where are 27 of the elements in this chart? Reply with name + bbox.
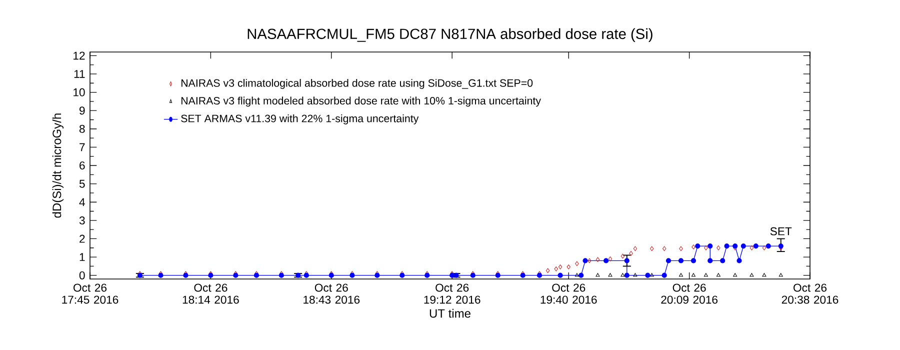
y-tick-label: 6	[80, 161, 85, 170]
x-tick-label: Oct 26 17:45 2016	[62, 284, 118, 304]
y-axis-title: dD(Si)/dt microGy/h	[52, 114, 64, 218]
legend-label: SET ARMAS v11.39 with 22% 1-sigma uncertainty	[181, 114, 419, 124]
y-tick-label: 9	[80, 106, 85, 115]
x-tick-label: Oct 26 18:14 2016	[182, 284, 239, 304]
y-tick-label: 4	[79, 198, 85, 206]
x-tick-label: Oct 26 19:12 2016	[424, 284, 480, 304]
legend-label: NAIRAS v3 climatological absorbed dose rate using SiDose_G1.txt SEP=0	[181, 78, 533, 89]
annotation: SET	[770, 227, 792, 236]
y-tick-label: 0	[79, 271, 85, 280]
x-tick-label: Oct 26 19:40 2016	[540, 284, 597, 304]
y-tick-label: 10	[74, 88, 85, 96]
y-tick-label: 7	[80, 143, 85, 152]
chart-title: NASAAFRCMUL_FM5 DC87 N817NA absorbed dose rate (Si)	[248, 28, 652, 42]
x-tick-label: Oct 26 20:38 2016	[782, 284, 838, 304]
x-tick-label: Oct 26 20:09 2016	[661, 284, 718, 304]
y-tick-label: 8	[79, 124, 85, 133]
y-tick-label: 2	[80, 234, 85, 243]
y-tick-label: 5	[79, 180, 85, 188]
x-axis-title: UT time	[430, 308, 470, 318]
y-tick-label: 1	[80, 253, 85, 261]
legend-label: NAIRAS v3 flight modeled absorbed dose rate with 10% 1-sigma uncertainty	[181, 96, 541, 107]
y-tick-label: 12	[74, 52, 85, 60]
y-tick-label: 3	[79, 216, 85, 224]
x-tick-label: Oct 26 18:43 2016	[304, 284, 360, 304]
y-tick-label: 11	[74, 70, 85, 78]
